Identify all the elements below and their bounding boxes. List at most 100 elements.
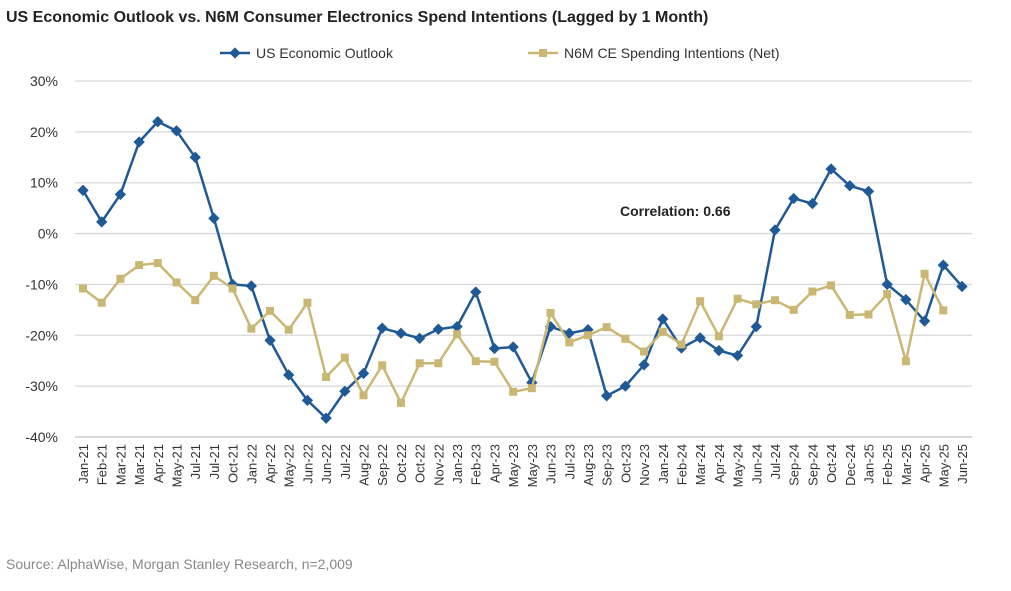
data-point-marker — [788, 192, 800, 205]
data-point-marker — [619, 380, 632, 392]
x-tick-label: Mar-21 — [132, 444, 147, 485]
data-point-marker — [864, 310, 873, 319]
data-point-marker — [376, 322, 388, 334]
data-point-marker — [862, 185, 875, 198]
data-point-marker — [320, 412, 332, 424]
data-point-marker — [731, 349, 744, 362]
data-point-marker — [191, 296, 200, 305]
series-line-0 — [81, 120, 963, 420]
data-point-marker — [303, 298, 312, 307]
data-point-marker — [696, 297, 705, 306]
x-tick-label: Jun-24 — [749, 444, 764, 484]
data-point-marker — [602, 323, 611, 332]
data-point-marker — [264, 334, 276, 347]
x-tick-label: Oct-24 — [824, 444, 839, 483]
x-tick-label: Mar-25 — [899, 444, 914, 485]
y-tick-label: 20% — [30, 124, 58, 140]
data-point-marker — [453, 330, 462, 339]
data-point-marker — [900, 294, 912, 306]
data-point-marker — [322, 372, 331, 381]
x-tick-label: May-23 — [506, 444, 521, 487]
x-tick-label: Apr-22 — [263, 444, 278, 483]
x-tick-label: Apr-25 — [918, 444, 933, 483]
x-tick-label: Mar-24 — [693, 444, 708, 485]
x-tick-label: May-22 — [282, 444, 297, 487]
data-point-marker — [806, 197, 819, 210]
legend-marker-1 — [539, 49, 547, 57]
data-point-marker — [266, 306, 275, 315]
data-point-marker — [153, 259, 162, 268]
x-tick-label: Jun-25 — [955, 444, 970, 484]
data-point-marker — [247, 324, 256, 333]
data-point-marker — [189, 151, 201, 163]
x-tick-label: Apr-21 — [151, 444, 166, 483]
data-point-marker — [116, 274, 125, 283]
data-point-marker — [209, 271, 218, 280]
data-point-marker — [396, 398, 405, 407]
x-tick-label: Feb-25 — [880, 444, 895, 485]
data-point-marker — [488, 342, 501, 355]
y-tick-label: 0% — [38, 226, 58, 242]
data-point-marker — [565, 338, 574, 347]
x-tick-label: Sep-24 — [787, 444, 802, 486]
data-point-marker — [415, 359, 424, 368]
data-point-marker — [432, 323, 444, 335]
legend-marker-0 — [229, 47, 241, 59]
data-point-marker — [918, 315, 931, 327]
data-point-marker — [470, 286, 482, 298]
data-point-marker — [77, 184, 89, 196]
x-tick-label: Oct-23 — [618, 444, 633, 483]
x-tick-label: Sep-23 — [600, 444, 615, 486]
data-point-marker — [883, 290, 892, 299]
x-tick-label: Dec-24 — [843, 444, 858, 486]
data-point-marker — [283, 369, 295, 381]
data-point-marker — [359, 391, 368, 400]
x-tick-label: Jul-22 — [338, 444, 353, 479]
y-tick-label: -20% — [25, 327, 58, 343]
x-tick-label: Sep-24 — [805, 444, 820, 486]
data-point-marker — [844, 180, 856, 192]
x-tick-label: Jan-24 — [656, 444, 671, 484]
x-tick-label: Feb-23 — [469, 444, 484, 485]
data-point-marker — [228, 284, 237, 293]
x-tick-label: Jul-23 — [562, 444, 577, 479]
x-tick-label: Jun-23 — [544, 444, 559, 484]
y-tick-label: 10% — [30, 175, 58, 191]
data-point-marker — [79, 284, 87, 293]
data-point-marker — [621, 334, 630, 343]
data-point-marker — [434, 359, 443, 368]
x-tick-label: May-25 — [936, 444, 951, 487]
data-point-marker — [135, 261, 144, 270]
data-point-marker — [881, 278, 893, 291]
data-point-marker — [827, 281, 836, 290]
x-tick-label: Jul-24 — [768, 444, 783, 479]
correlation-annotation: Correlation: 0.66 — [620, 203, 731, 219]
x-tick-label: Apr-24 — [712, 444, 727, 483]
legend-label: N6M CE Spending Intentions (Net) — [564, 45, 780, 61]
data-point-marker — [133, 136, 145, 148]
data-point-marker — [172, 278, 181, 287]
data-point-marker — [789, 305, 798, 314]
x-tick-label: May-21 — [170, 444, 185, 487]
x-tick-label: Nov-23 — [637, 444, 652, 486]
data-point-marker — [378, 361, 387, 370]
data-point-marker — [677, 340, 686, 349]
x-tick-label: Oct-21 — [226, 444, 241, 483]
x-tick-label: Jul-21 — [188, 444, 203, 479]
data-point-marker — [769, 224, 781, 236]
y-tick-label: -40% — [25, 429, 58, 445]
y-tick-label: 30% — [30, 73, 58, 89]
data-point-marker — [97, 298, 106, 307]
data-point-marker — [657, 313, 669, 325]
data-point-marker — [527, 384, 536, 393]
data-point-marker — [939, 306, 948, 315]
data-point-marker — [451, 320, 463, 333]
data-point-marker — [471, 357, 480, 366]
x-tick-label: Oct-22 — [394, 444, 409, 483]
x-tick-label: Jun-22 — [300, 444, 315, 484]
x-tick-label: Jul-21 — [207, 444, 222, 479]
data-point-marker — [340, 353, 349, 362]
data-point-marker — [638, 359, 650, 371]
